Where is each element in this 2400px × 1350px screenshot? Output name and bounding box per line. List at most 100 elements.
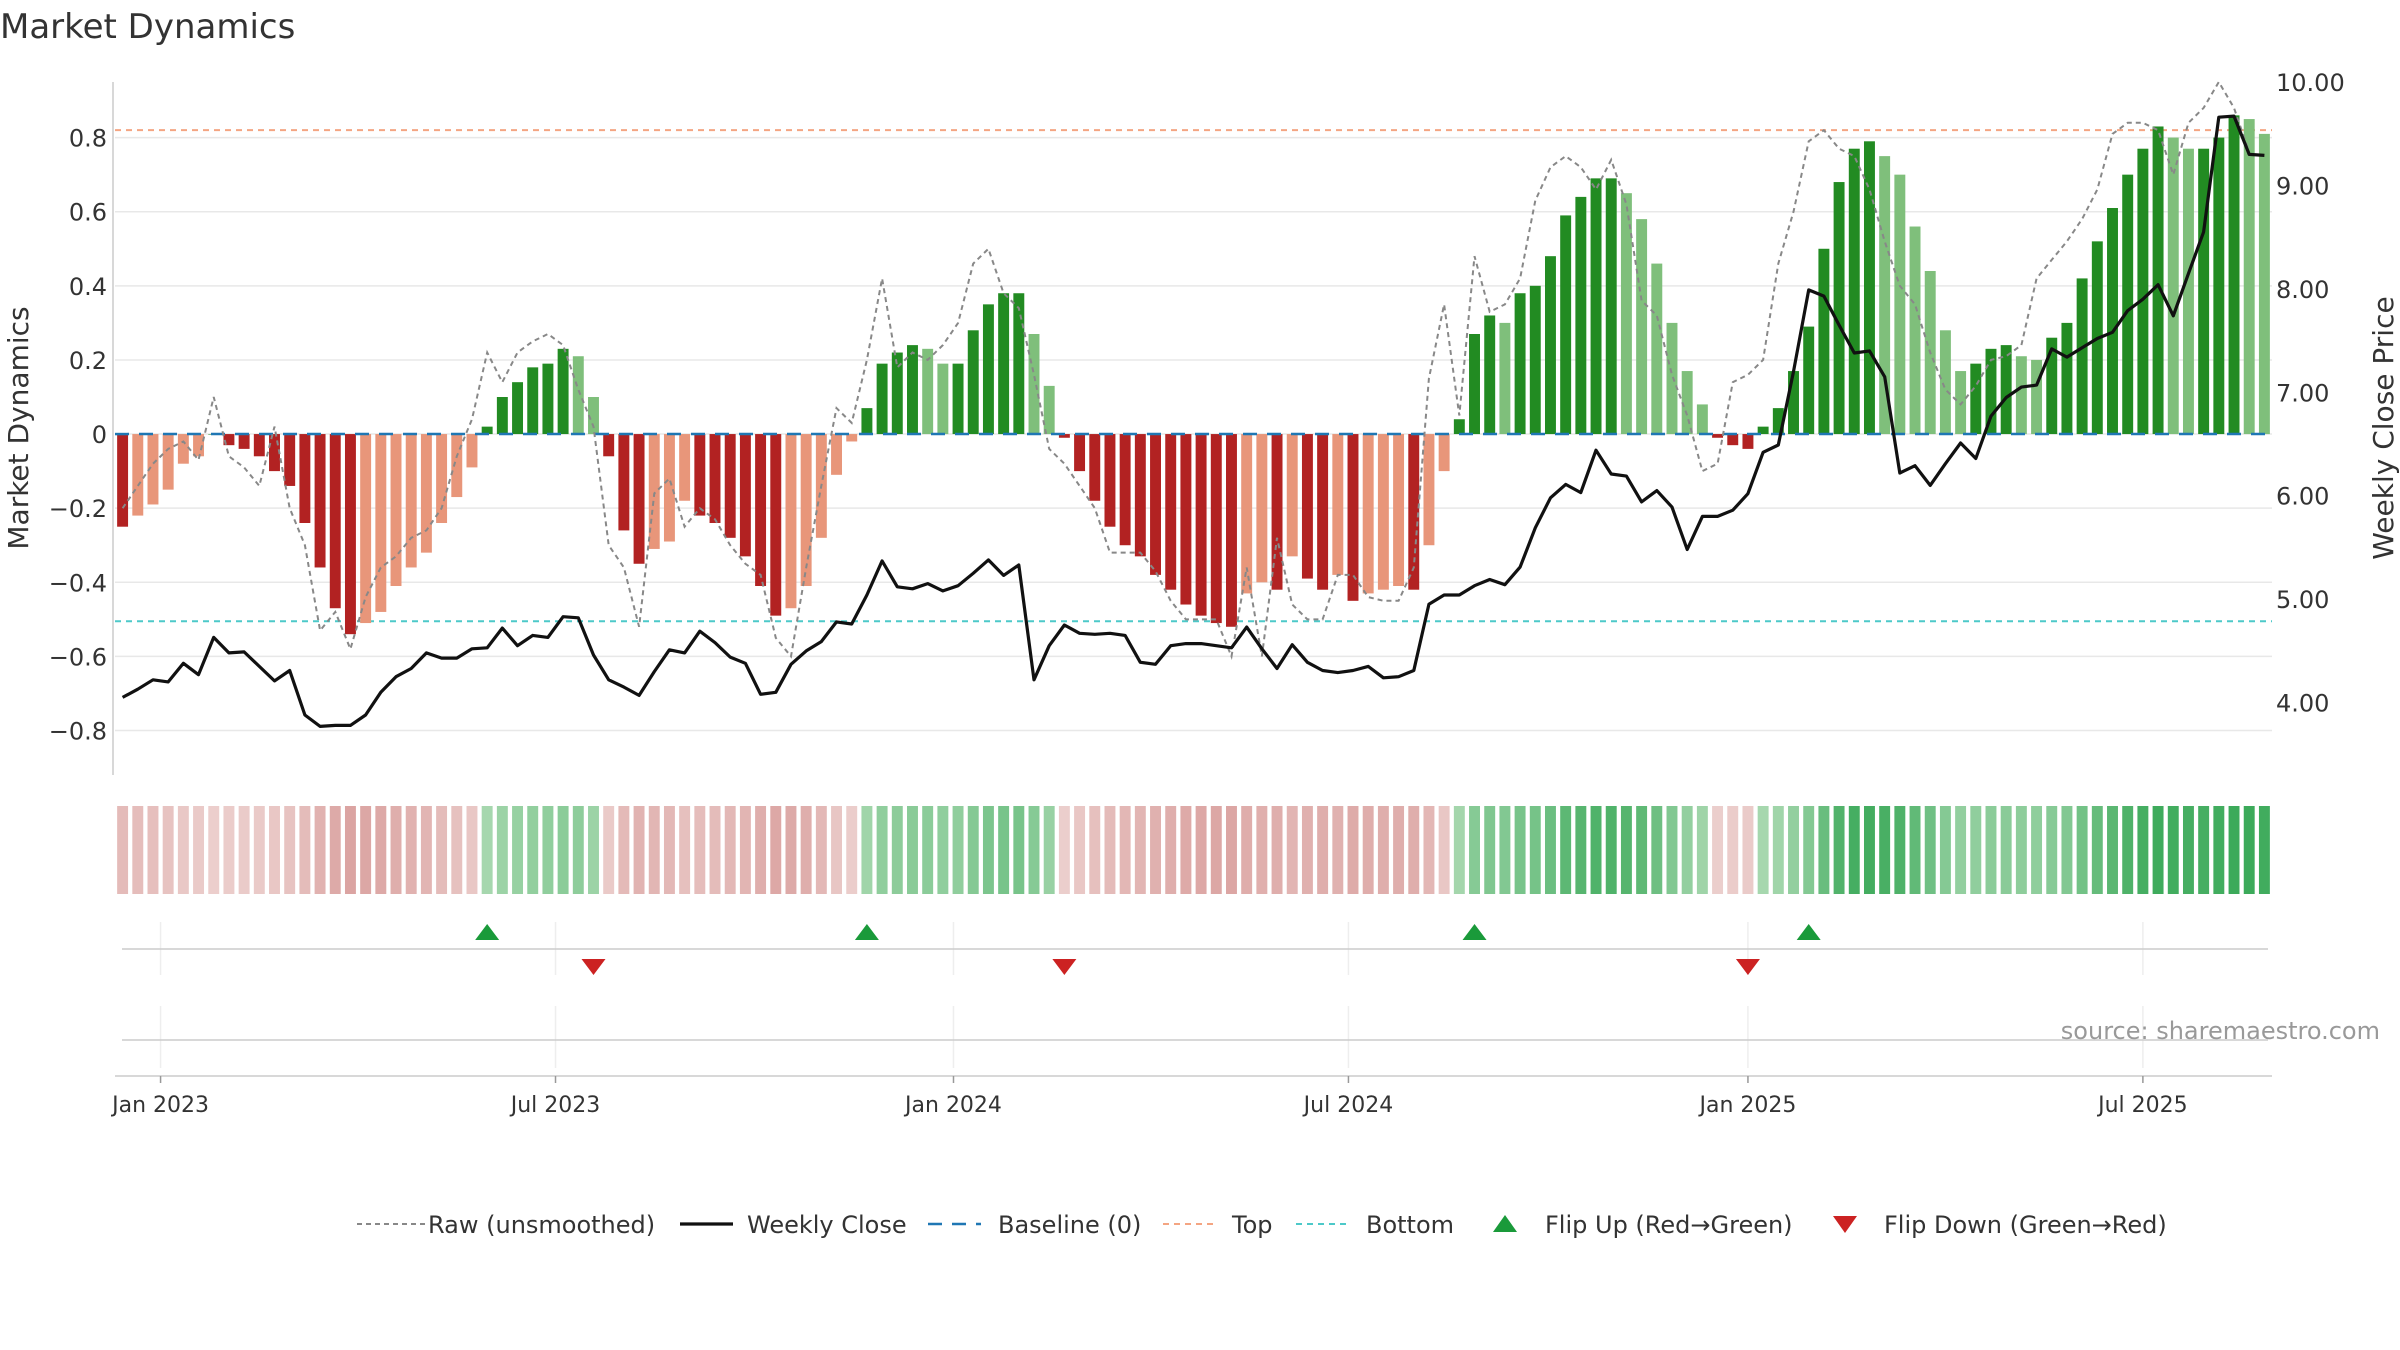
regime-strip-cell xyxy=(679,806,691,894)
dynamics-bar xyxy=(1666,322,1678,435)
dynamics-bar xyxy=(1529,285,1541,435)
flip-down-marker xyxy=(1052,959,1077,975)
dynamics-bar xyxy=(2122,174,2134,435)
regime-strip-cell xyxy=(1484,806,1496,894)
dynamics-bar xyxy=(2258,133,2270,435)
regime-strip-cell xyxy=(922,806,934,894)
dynamics-bar xyxy=(527,367,539,435)
dynamics-bar xyxy=(1423,434,1435,546)
dynamics-bar xyxy=(1712,434,1724,438)
dynamics-bar xyxy=(2152,126,2164,435)
regime-strip-cell xyxy=(1013,806,1025,894)
dynamics-bar xyxy=(663,434,675,542)
legend-label: Flip Down (Green→Red) xyxy=(1884,1211,2167,1239)
dynamics-bar xyxy=(162,434,174,490)
legend-label: Baseline (0) xyxy=(998,1211,1141,1239)
regime-strip-cell xyxy=(937,806,949,894)
regime-strip-cell xyxy=(1833,806,1845,894)
dynamics-bar xyxy=(1377,434,1389,590)
x-tick-label: Jan 2025 xyxy=(1697,1093,1796,1118)
regime-strip-cell xyxy=(1560,806,1572,894)
regime-strip-cell xyxy=(1651,806,1663,894)
dynamics-bar xyxy=(588,397,599,435)
regime-strip-cell xyxy=(1985,806,1997,894)
dynamics-bar xyxy=(2228,115,2240,435)
dynamics-bar xyxy=(1909,226,1921,435)
dynamics-bar xyxy=(329,434,341,609)
regime-strip-cell xyxy=(1074,806,1086,894)
regime-strip-cell xyxy=(1636,806,1648,894)
regime-strip-cell xyxy=(1757,806,1769,894)
regime-strip-cell xyxy=(633,806,645,894)
regime-strip-cell xyxy=(1788,806,1799,894)
regime-strip-cell xyxy=(117,806,129,894)
dynamics-bar xyxy=(2213,137,2225,435)
dynamics-bar xyxy=(1590,178,1602,435)
regime-strip-cell xyxy=(663,806,675,894)
dynamics-bar xyxy=(1620,193,1632,435)
regime-strip-cell xyxy=(1939,806,1951,894)
regime-strip-cell xyxy=(1712,806,1724,894)
regime-strip-cell xyxy=(2198,806,2210,894)
dynamics-bar xyxy=(193,434,205,457)
dynamics-bar xyxy=(314,434,326,568)
dynamics-bar xyxy=(420,434,432,553)
regime-strip-cell xyxy=(451,806,463,894)
dynamics-bar xyxy=(1165,434,1177,590)
dynamics-bar xyxy=(1286,434,1298,557)
regime-strip-cell xyxy=(2046,806,2058,894)
dynamics-bar xyxy=(1453,419,1465,435)
dynamics-bar xyxy=(1742,434,1754,449)
regime-strip-cell xyxy=(208,806,220,894)
regime-strip-cell xyxy=(2258,806,2270,894)
regime-strip-cell xyxy=(1544,806,1556,894)
dynamics-bar xyxy=(466,434,478,468)
dynamics-bar xyxy=(390,434,402,586)
dynamics-bar xyxy=(2243,119,2255,435)
raw-line xyxy=(121,80,2251,661)
dynamics-bar xyxy=(1256,434,1268,583)
dynamics-bar xyxy=(2046,337,2058,435)
dynamics-bar xyxy=(785,434,797,609)
dynamics-bar xyxy=(1180,434,1192,605)
regime-strip-cell xyxy=(405,806,417,894)
regime-strip-cell xyxy=(1256,806,1268,894)
legend-flip-down-icon xyxy=(1833,1216,1857,1233)
y2-axis-label: Weekly Close Price xyxy=(2367,296,2400,559)
regime-strip-cell xyxy=(420,806,432,894)
dynamics-bar xyxy=(1605,178,1617,435)
regime-strip-cell xyxy=(861,806,873,894)
regime-strip-cell xyxy=(694,806,706,894)
dynamics-bar xyxy=(1772,408,1784,435)
legend-flip-up-icon xyxy=(1493,1215,1517,1232)
regime-strip-cell xyxy=(360,806,372,894)
dynamics-bar xyxy=(648,434,660,549)
dynamics-bar xyxy=(1226,434,1237,627)
source-note: source: sharemaestro.com xyxy=(2061,1017,2380,1045)
y-tick-label: −0.4 xyxy=(49,569,107,597)
dynamics-bar xyxy=(1651,263,1663,435)
y-tick-label: 0.6 xyxy=(69,199,107,227)
dynamics-bar xyxy=(1104,434,1116,527)
y-tick-label: 0 xyxy=(92,421,107,449)
y-tick-label: 0.4 xyxy=(69,273,107,301)
regime-strip-cell xyxy=(1028,806,1040,894)
flip-up-marker xyxy=(475,924,500,940)
y-tick-label: 0.2 xyxy=(69,347,107,375)
regime-strip-cell xyxy=(2015,806,2027,894)
regime-strip-cell xyxy=(238,806,250,894)
dynamics-bar xyxy=(1150,434,1161,575)
y2-tick-label: 8.00 xyxy=(2276,276,2329,304)
regime-strip-cell xyxy=(193,806,205,894)
regime-strip-cell xyxy=(1803,806,1815,894)
regime-strip-cell xyxy=(891,806,903,894)
regime-strip-cell xyxy=(1423,806,1435,894)
dynamics-bar xyxy=(1544,256,1556,435)
y-tick-label: 0.8 xyxy=(69,125,107,153)
weekly-close-line xyxy=(121,114,2265,729)
legend-label: Top xyxy=(1231,1211,1273,1239)
regime-strip-cell xyxy=(344,806,356,894)
dynamics-bar xyxy=(1195,434,1207,616)
dynamics-bar xyxy=(1013,293,1025,435)
